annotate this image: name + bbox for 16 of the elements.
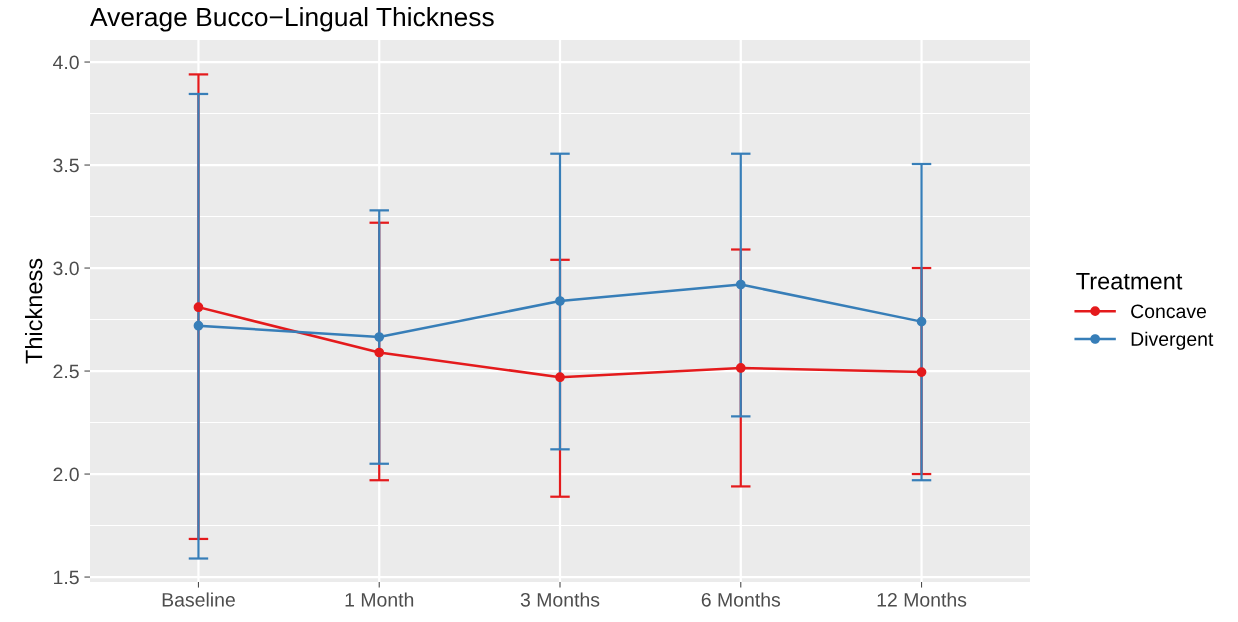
y-tick-label: 2.0 xyxy=(53,467,79,482)
x-tick-label: 12 Months xyxy=(877,592,967,607)
y-tick-label: 1.5 xyxy=(54,570,79,585)
y-tick-label: 3.0 xyxy=(53,261,79,276)
legend-label: Divergent xyxy=(1131,331,1214,350)
y-tick-label: 4.0 xyxy=(53,55,79,70)
x-tick-label: Baseline xyxy=(162,592,235,607)
x-tick-label: 6 Months xyxy=(701,592,781,607)
chart-title: Average Bucco−Lingual Thickness xyxy=(90,6,494,32)
legend-title: Treatment xyxy=(1076,273,1183,290)
y-tick-label: 3.5 xyxy=(53,158,79,173)
x-tick-label: 1 Month xyxy=(345,592,414,607)
legend-label: Concave xyxy=(1131,304,1207,319)
x-tick-label: 3 Months xyxy=(520,592,600,607)
y-tick-label: 2.5 xyxy=(53,364,79,379)
y-axis-title: Thickness xyxy=(24,258,43,364)
